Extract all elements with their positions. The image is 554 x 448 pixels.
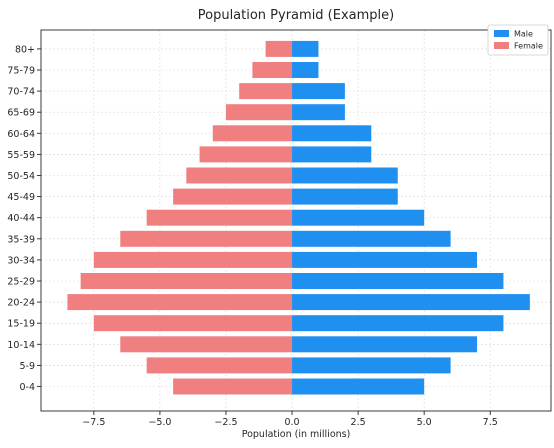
x-tick-label: −7.5 [82, 417, 105, 428]
bar-female [146, 209, 293, 226]
bar-male [292, 146, 372, 163]
legend-swatch-male [494, 30, 509, 37]
y-tick-label: 55-59 [7, 150, 35, 161]
bar-male [292, 40, 319, 57]
bar-male [292, 167, 398, 184]
y-tick-label: 0-4 [19, 382, 35, 393]
bar-male [292, 251, 478, 268]
bar-male [292, 188, 398, 205]
bar-female [252, 62, 293, 78]
y-tick-label: 80+ [15, 44, 35, 55]
y-tick-label: 45-49 [7, 192, 35, 203]
x-axis-label: Population (in millions) [242, 429, 351, 440]
bar-female [265, 40, 293, 57]
bar-female [67, 294, 293, 311]
bar-female [120, 336, 293, 353]
bar-female [199, 146, 293, 163]
y-tick-label: 75-79 [7, 66, 35, 77]
legend-label-male: Male [514, 30, 533, 39]
y-tick-label: 35-39 [7, 234, 35, 245]
bar-male [292, 62, 319, 78]
y-tick-label: 25-29 [7, 277, 35, 288]
legend-swatch-female [494, 42, 509, 49]
bar-male [292, 336, 478, 353]
legend-label-female: Female [514, 42, 543, 51]
bar-female [239, 83, 293, 100]
x-tick-label: 5.0 [417, 417, 432, 428]
bar-female [80, 273, 293, 289]
chart-title: Population Pyramid (Example) [198, 8, 394, 23]
y-tick-label: 65-69 [7, 108, 35, 119]
bar-male [292, 315, 504, 332]
y-tick-label: 20-24 [7, 298, 35, 309]
bar-female [93, 251, 293, 268]
bar-female [186, 167, 293, 184]
bar-male [292, 294, 530, 311]
bar-female [225, 104, 293, 121]
x-tick-label: −2.5 [214, 417, 237, 428]
y-tick-label: 10-14 [7, 340, 35, 351]
bar-male [292, 230, 451, 247]
y-tick-label: 70-74 [7, 87, 35, 98]
bar-female [146, 357, 293, 374]
y-tick-label: 50-54 [7, 171, 35, 182]
x-tick-label: −5.0 [148, 417, 171, 428]
y-tick-label: 40-44 [7, 213, 35, 224]
bar-female [173, 188, 293, 205]
y-tick-label: 15-19 [7, 319, 35, 330]
plot-area-frame [40, 29, 552, 412]
bar-male [292, 209, 425, 226]
x-tick-label: 0.0 [284, 417, 299, 428]
bar-male [292, 357, 451, 374]
x-axis-ticks: −7.5 −5.0 −2.5 0.0 2.5 5.0 7.5 [82, 411, 498, 428]
bars [67, 40, 530, 395]
x-tick-label: 2.5 [351, 417, 366, 428]
y-tick-label: 30-34 [7, 255, 35, 266]
bar-male [292, 273, 504, 289]
legend: Male Female [487, 24, 549, 56]
bar-male [292, 104, 345, 121]
bar-female [212, 125, 293, 142]
y-axis-ticks: 0-4 5-9 10-14 15-19 20-24 25-29 30-34 35-39 40-4… [7, 44, 41, 393]
bar-female [173, 378, 293, 395]
x-tick-label: 7.5 [483, 417, 498, 428]
bar-male [292, 378, 425, 395]
y-tick-label: 60-64 [7, 129, 35, 140]
bar-male [292, 125, 372, 142]
bar-male [292, 83, 345, 100]
bar-female [93, 315, 293, 332]
y-tick-label: 5-9 [19, 361, 35, 372]
bar-female [120, 230, 293, 247]
